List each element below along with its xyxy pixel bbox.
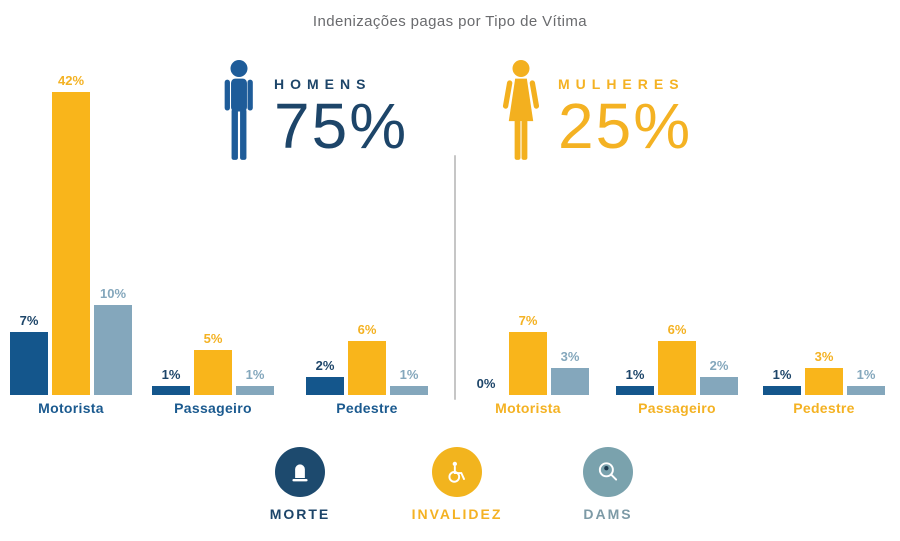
bar-value-label: 2% xyxy=(315,358,335,373)
category-label: Passageiro xyxy=(174,400,252,416)
bar-dams-mulheres-passageiro xyxy=(700,377,738,395)
mulheres-header: MULHERES 25% xyxy=(496,60,692,162)
bar-slot: 2% xyxy=(306,73,344,395)
bar-morte-homens-pedestre xyxy=(306,377,344,395)
morte-circle xyxy=(275,447,325,497)
bar-value-label: 2% xyxy=(709,358,729,373)
chart-title: Indenizações pagas por Tipo de Vítima xyxy=(312,13,588,30)
bar-group-homens-passageiro: 1% 5% 1% Passageiro xyxy=(152,73,274,416)
legend-item-invalidez: INVALIDEZ xyxy=(402,447,512,522)
bar-group-homens-motorista: 7% 42% 10% Motorista xyxy=(10,73,132,416)
bar-invalidez-homens-motorista xyxy=(52,92,90,395)
bar-value-label: 1% xyxy=(399,367,419,382)
mulheres-label: MULHERES xyxy=(558,76,685,92)
bar-dams-homens-motorista xyxy=(94,305,132,395)
bar-value-label: 1% xyxy=(245,367,265,382)
bar-slot: 1% xyxy=(616,73,654,395)
bar-value-label: 1% xyxy=(625,367,645,382)
bar-slot: 7% xyxy=(10,73,48,395)
bar-slot: 5% xyxy=(194,73,232,395)
invalidez-circle xyxy=(432,447,482,497)
bar-value-label: 10% xyxy=(99,286,127,301)
bar-morte-mulheres-pedestre xyxy=(763,386,801,395)
bar-invalidez-mulheres-motorista xyxy=(509,332,547,395)
bar-slot: 7% xyxy=(509,73,547,395)
bar-value-label: 7% xyxy=(19,313,39,328)
category-label: Passageiro xyxy=(638,400,716,416)
mulheres-percentage: 25% xyxy=(558,90,693,162)
legend-label-morte: MORTE xyxy=(269,506,331,522)
wheelchair-icon xyxy=(448,461,466,483)
category-label: Motorista xyxy=(495,400,561,416)
bar-invalidez-mulheres-passageiro xyxy=(658,341,696,395)
bar-slot: 1% xyxy=(847,73,885,395)
legend-item-morte: MORTE xyxy=(245,447,355,522)
bar-value-label: 3% xyxy=(814,349,834,364)
category-label: Pedestre xyxy=(793,400,855,416)
female-icon xyxy=(502,60,540,160)
bar-invalidez-homens-passageiro xyxy=(194,350,232,395)
bar-group-mulheres-pedestre: 1% 3% 1% Pedestre xyxy=(763,73,885,416)
bar-value-label: 1% xyxy=(772,367,792,382)
bar-value-label: 1% xyxy=(161,367,181,382)
category-label: Pedestre xyxy=(336,400,398,416)
bar-dams-mulheres-pedestre xyxy=(847,386,885,395)
homens-percentage: 75% xyxy=(274,90,409,162)
bar-value-label: 6% xyxy=(667,322,687,337)
male-icon xyxy=(224,60,253,160)
bar-value-label: 1% xyxy=(856,367,876,382)
bar-group-homens-pedestre: 2% 6% 1% Pedestre xyxy=(306,73,428,416)
section-divider xyxy=(454,155,456,400)
magnifier-person-icon xyxy=(598,462,618,481)
bar-slot: 6% xyxy=(658,73,696,395)
bar-value-label: 6% xyxy=(357,322,377,337)
bar-value-label: 42% xyxy=(57,73,85,88)
bar-slot: 1% xyxy=(236,73,274,395)
bar-group-mulheres-motorista: 0% 7% 3% Motorista xyxy=(467,73,589,416)
bar-dams-homens-pedestre xyxy=(390,386,428,395)
bar-slot: 6% xyxy=(348,73,386,395)
bar-invalidez-mulheres-pedestre xyxy=(805,368,843,395)
bar-slot: 1% xyxy=(763,73,801,395)
homens-label: HOMENS xyxy=(274,76,372,92)
bar-slot: 10% xyxy=(94,73,132,395)
bar-slot: 42% xyxy=(52,73,90,395)
legend-item-dams: DAMS xyxy=(553,447,663,522)
bar-slot: 2% xyxy=(700,73,738,395)
bar-invalidez-homens-pedestre xyxy=(348,341,386,395)
bar-slot: 1% xyxy=(390,73,428,395)
homens-header: HOMENS 75% xyxy=(216,60,408,162)
bar-dams-mulheres-motorista xyxy=(551,368,589,395)
tombstone-icon xyxy=(292,464,308,482)
bar-value-label: 3% xyxy=(560,349,580,364)
bar-slot: 3% xyxy=(805,73,843,395)
bar-slot: 3% xyxy=(551,73,589,395)
dams-circle xyxy=(583,447,633,497)
legend-label-dams: DAMS xyxy=(583,506,633,522)
bar-morte-homens-passageiro xyxy=(152,386,190,395)
legend-label-invalidez: INVALIDEZ xyxy=(411,506,503,522)
bar-group-mulheres-passageiro: 1% 6% 2% Passageiro xyxy=(616,73,738,416)
bar-dams-homens-passageiro xyxy=(236,386,274,395)
bar-slot: 1% xyxy=(152,73,190,395)
bar-value-label: 5% xyxy=(203,331,223,346)
category-label: Motorista xyxy=(38,400,104,416)
bar-value-label: 7% xyxy=(518,313,538,328)
bar-morte-homens-motorista xyxy=(10,332,48,395)
bar-morte-mulheres-passageiro xyxy=(616,386,654,395)
bar-chart: 7% 42% 10% Motorista 1% 5% 1% Passageiro 2% 6% 1% P… xyxy=(0,73,900,416)
bar-value-label: 0% xyxy=(476,376,496,391)
bar-slot: 0% xyxy=(467,73,505,395)
